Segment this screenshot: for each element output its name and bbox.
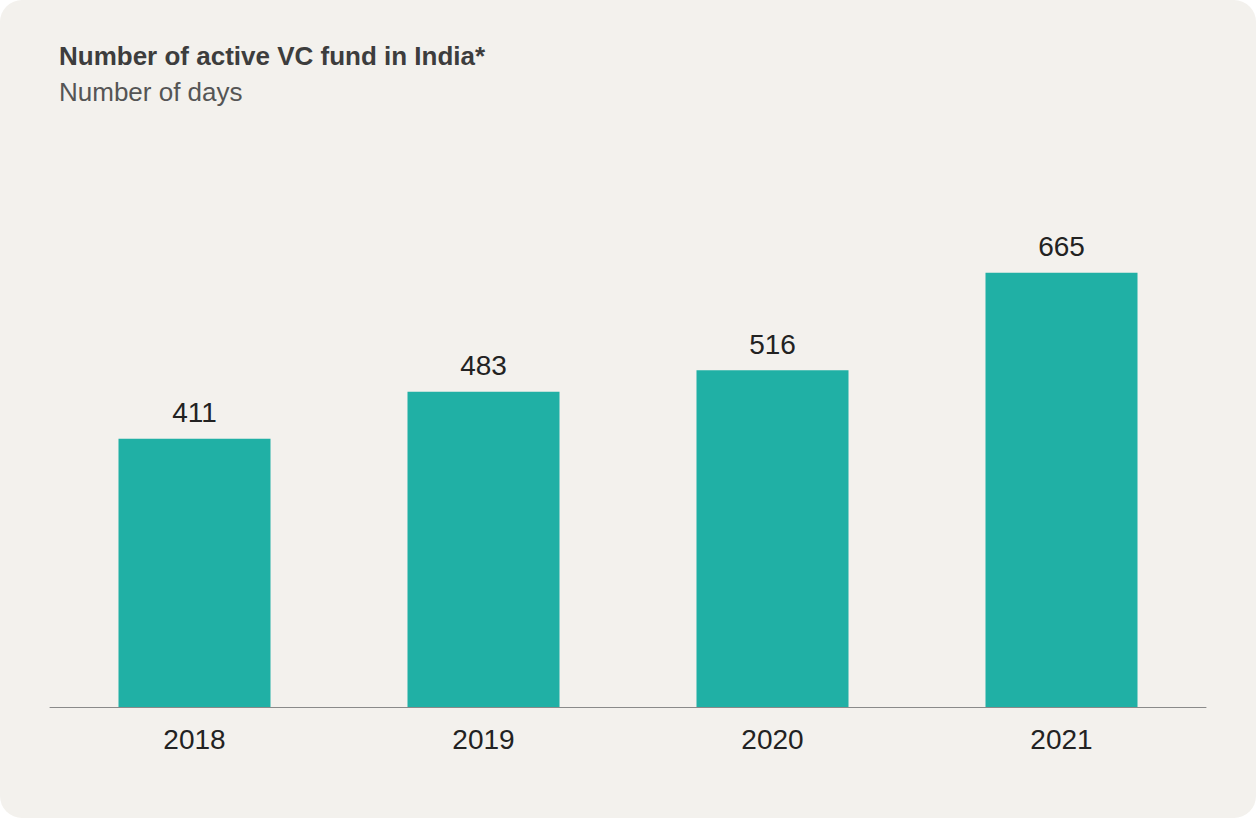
svg-text:2019: 2019: [452, 724, 514, 755]
svg-text:2021: 2021: [1030, 724, 1092, 755]
svg-text:516: 516: [749, 329, 796, 360]
svg-text:665: 665: [1038, 231, 1085, 262]
svg-text:Number of days: Number of days: [59, 77, 243, 107]
svg-text:411: 411: [172, 397, 217, 428]
svg-text:Number of active VC fund in In: Number of active VC fund in India*: [59, 41, 486, 71]
svg-text:2018: 2018: [163, 724, 225, 755]
svg-text:483: 483: [460, 350, 507, 381]
svg-text:2020: 2020: [741, 724, 803, 755]
